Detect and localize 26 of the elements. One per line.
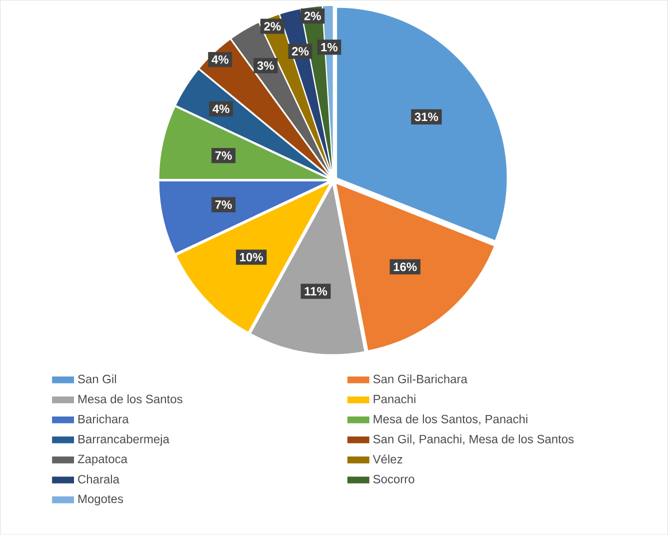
legend-label: San Gil, Panachi, Mesa de los Santos xyxy=(373,434,574,445)
data-label: 1% xyxy=(321,43,338,52)
legend-label: Charala xyxy=(78,474,120,484)
legend-label: Mesa de los Santos, Panachi xyxy=(374,414,528,425)
legend-label: Barichara xyxy=(78,414,129,424)
data-label: 3% xyxy=(257,61,274,70)
data-label: 4% xyxy=(212,55,228,64)
data-label: 16% xyxy=(394,262,417,272)
legend-label: San Gil-Barichara xyxy=(373,374,468,384)
legend-label: Vélez xyxy=(372,454,402,464)
data-label: 7% xyxy=(215,151,232,160)
legend-label: Socorro xyxy=(373,474,414,484)
data-label: 2% xyxy=(304,12,321,20)
data-label: 11% xyxy=(304,287,328,296)
data-label: 7% xyxy=(215,200,232,209)
data-label: 10% xyxy=(240,253,263,262)
legend-label: Barrancabermeja xyxy=(78,434,170,446)
data-label: 31% xyxy=(414,112,438,122)
legend-label: San Gil xyxy=(78,374,116,384)
data-label: 2% xyxy=(264,22,281,31)
legend-label: Mesa de los Santos xyxy=(78,394,182,404)
legend-label: Zapatoca xyxy=(78,454,128,466)
legend-label: Panachi xyxy=(374,394,416,404)
data-label: 4% xyxy=(212,104,230,114)
data-label: 2% xyxy=(292,47,309,56)
legend-label: Mogotes xyxy=(78,494,124,506)
